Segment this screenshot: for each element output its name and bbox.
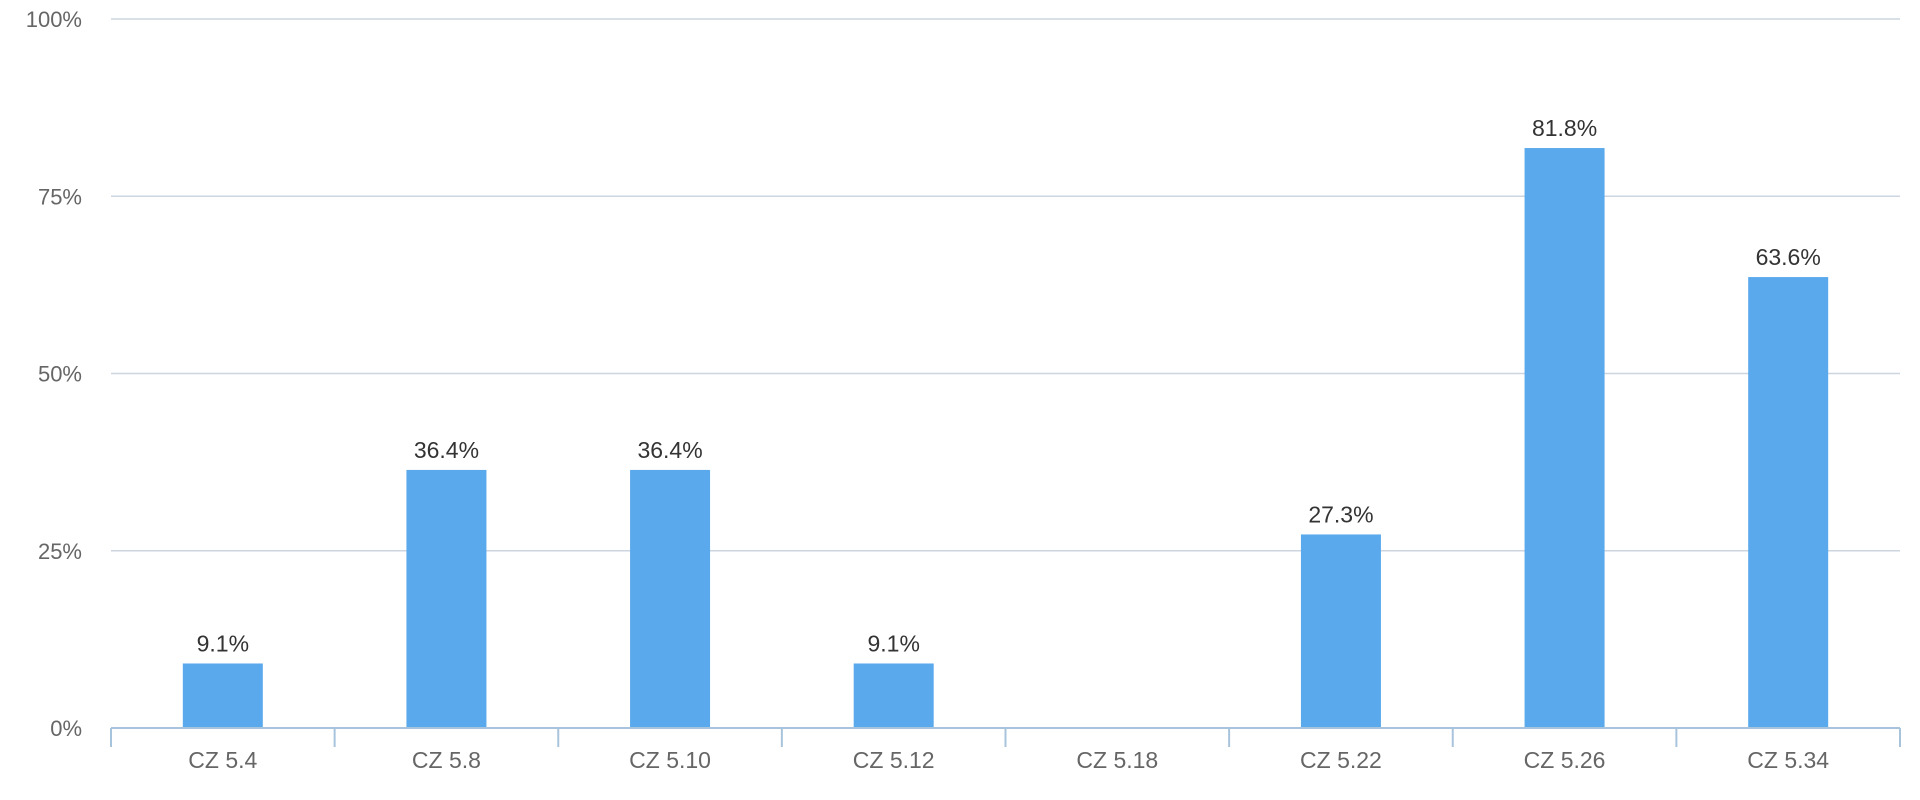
bar — [406, 469, 487, 728]
bar — [630, 469, 711, 728]
data-label: 9.1% — [867, 630, 919, 656]
x-tick-label: CZ 5.10 — [629, 747, 711, 773]
data-label: 27.3% — [1308, 501, 1373, 527]
y-tick-label: 25% — [38, 539, 82, 564]
y-tick-label: 100% — [26, 7, 82, 32]
data-label: 63.6% — [1756, 244, 1821, 270]
bar — [1748, 277, 1829, 728]
data-label: 36.4% — [414, 437, 479, 463]
bar — [1524, 148, 1605, 729]
data-label: 81.8% — [1532, 115, 1597, 141]
data-labels: 9.1% 36.4% 36.4% 9.1% 27.3% 81.8% 63.6% — [197, 115, 1821, 656]
bars — [182, 148, 1829, 729]
bar — [182, 663, 263, 728]
bar — [1300, 534, 1381, 728]
x-tick-label: CZ 5.4 — [188, 747, 257, 773]
y-axis-tick-labels: 0% 25% 50% 75% 100% — [26, 7, 82, 741]
y-tick-label: 75% — [38, 184, 82, 209]
x-axis-tick-labels: CZ 5.4 CZ 5.8 CZ 5.10 CZ 5.12 CZ 5.18 CZ 5.22… — [188, 747, 1829, 773]
x-axis — [110, 727, 1901, 747]
x-tick-label: CZ 5.12 — [853, 747, 935, 773]
x-tick-label: CZ 5.34 — [1747, 747, 1829, 773]
y-tick-label: 0% — [50, 716, 82, 741]
x-tick-label: CZ 5.22 — [1300, 747, 1382, 773]
x-tick-label: CZ 5.8 — [412, 747, 481, 773]
data-label: 36.4% — [637, 437, 702, 463]
y-tick-label: 50% — [38, 362, 82, 387]
x-tick-label: CZ 5.26 — [1524, 747, 1606, 773]
x-tick-label: CZ 5.18 — [1076, 747, 1158, 773]
data-label: 9.1% — [197, 630, 249, 656]
grid-lines — [111, 18, 1900, 552]
bar — [853, 663, 934, 728]
